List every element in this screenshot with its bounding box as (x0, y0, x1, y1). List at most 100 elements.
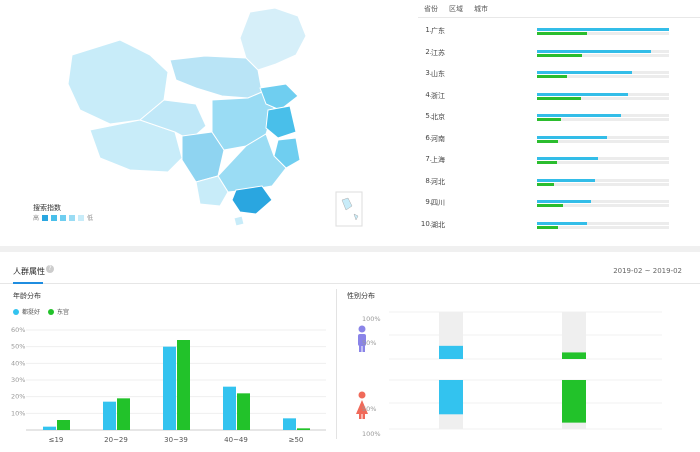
tab-city[interactable]: 城市 (474, 5, 488, 13)
rank-bar-series-1 (537, 135, 607, 139)
legend-swatch-2 (51, 214, 58, 221)
ranking-row[interactable]: 3. 山东 (418, 67, 700, 81)
rank-bar-track (537, 96, 669, 100)
rank-province-name: 河南 (431, 134, 445, 143)
map-region-jiangsu[interactable] (265, 105, 297, 139)
male-person-icon (358, 334, 366, 346)
rank-bar-series-1 (537, 92, 629, 96)
section-gap (0, 246, 700, 252)
rank-bar (537, 178, 669, 187)
age-legend-item-2[interactable]: 东宫 (48, 307, 69, 316)
ranking-row[interactable]: 2. 江苏 (418, 46, 700, 60)
rank-bar (537, 71, 669, 79)
ranking-row[interactable]: 6. 河南 (418, 132, 700, 146)
rank-province-name: 上海 (431, 156, 445, 164)
ranking-row[interactable]: 5. 北京 (418, 110, 700, 124)
female-person-icon-leg (362, 413, 365, 419)
ranking-row[interactable]: 8. 河北 (418, 175, 700, 189)
age-legend-item-1[interactable]: 都挺好 (13, 307, 40, 316)
map-region-yunnan[interactable] (195, 175, 229, 207)
rank-province-name: 河北 (431, 177, 445, 186)
tab-region[interactable]: 区域 (449, 5, 463, 13)
rank-number: 7. (425, 155, 432, 163)
y-tick-label: 40% (11, 359, 25, 367)
ranking-divider (418, 17, 700, 18)
rank-bar-track (537, 75, 669, 78)
rank-number: 2. (425, 47, 432, 56)
rank-province-name: 北京 (431, 113, 445, 121)
x-tick-label: ≥50 (289, 436, 304, 444)
x-tick-label: 40~49 (224, 436, 248, 444)
map-region-guangdong[interactable] (231, 185, 273, 215)
age-legend-label-1: 都挺好 (22, 309, 41, 316)
help-icon[interactable]: ? (46, 265, 54, 273)
female-person-icon-leg (359, 413, 362, 419)
rank-bar-track (537, 182, 669, 186)
province-ranking: 省份 区域 城市 1. 广东 2. 江苏 3. 山东 4. 浙江 5. 北京 6. 河南 7. 上海 8. 河… (418, 0, 700, 246)
age-legend: 都挺好 东宫 (13, 307, 69, 316)
rank-bar (537, 49, 669, 58)
legend-low-label: 低 (87, 215, 94, 222)
rank-province-name: 湖北 (431, 220, 445, 229)
rank-bar-series-2 (537, 75, 568, 78)
age-chart-title: 年龄分布 (13, 292, 41, 300)
ranking-row[interactable]: 4. 浙江 (418, 89, 700, 103)
map-region-hainan[interactable] (233, 215, 245, 227)
rank-number: 8. (425, 176, 432, 185)
rank-bar-track (537, 200, 669, 203)
y-tick-label: 30% (11, 376, 25, 384)
rank-bar-series-1 (537, 49, 651, 53)
map-region-north[interactable] (169, 55, 263, 99)
map-region-northeast[interactable] (239, 7, 307, 71)
map-region-qinghai[interactable] (138, 99, 207, 141)
region-panel: 搜索指数 高 低 省份 区域 城市 1. 广东 2. 江苏 3. 山东 4. 浙江 5. 北京 6.… (0, 0, 700, 246)
map-region-shandong[interactable] (259, 83, 299, 111)
age-legend-label-2: 东宫 (57, 309, 70, 316)
rank-bar-series-1 (537, 221, 588, 225)
tab-province[interactable]: 省份 (424, 5, 438, 13)
rank-bar-track (537, 204, 669, 207)
gender-axis-label: 100% (362, 315, 381, 323)
gender-chart-title: 性别分布 (347, 292, 375, 300)
age-bar-chart: 10% 20% 30% 40% 50% 60% ≤19 20~29 30~39 40~49 ≥50 (11, 326, 326, 444)
rank-bar-track (537, 178, 669, 182)
vertical-divider (336, 289, 337, 439)
rank-bar (537, 28, 669, 36)
bar-series-1 (43, 426, 56, 430)
rank-bar-series-2 (537, 204, 564, 207)
rank-number: 5. (425, 112, 432, 120)
ranking-row[interactable]: 1. 广东 (418, 24, 700, 38)
rank-bar-series-1 (537, 157, 598, 160)
ranking-row[interactable]: 10. 湖北 (418, 218, 700, 232)
x-tick-label: 20~29 (104, 436, 128, 444)
legend-swatch-5 (78, 214, 85, 221)
bar-series-1 (163, 346, 176, 430)
rank-bar-series-2 (537, 225, 559, 229)
legend-dot-1 (13, 308, 19, 315)
rank-province-name: 四川 (431, 199, 445, 207)
ranking-row[interactable]: 9. 四川 (418, 196, 700, 210)
bar-series-2 (117, 398, 130, 430)
gender-axis-label: 50% (362, 339, 376, 347)
rank-bar-track (537, 118, 669, 121)
map-legend: 高 低 (33, 213, 93, 222)
legend-dot-2 (48, 308, 55, 315)
legend-high-label: 高 (33, 215, 40, 222)
gender-chart: 100% 50% 50% 100% (356, 311, 662, 438)
rank-bar (537, 135, 669, 144)
rank-province-name: 广东 (431, 27, 445, 35)
date-range[interactable]: 2019-02 ~ 2019-02 (613, 267, 682, 275)
rank-province-name: 山东 (431, 70, 445, 78)
map-region-south[interactable] (217, 133, 287, 193)
x-tick-label: ≤19 (49, 436, 64, 444)
audience-panel: 人群属性 ? 2019-02 ~ 2019-02 年龄分布 都挺好 东宫 10%… (0, 252, 700, 452)
section-tab-underline (13, 282, 43, 284)
rank-bar-series-2 (537, 32, 588, 35)
china-map[interactable] (0, 0, 418, 246)
ranking-row[interactable]: 7. 上海 (418, 153, 700, 167)
rank-bar-track (537, 161, 669, 164)
rank-number: 3. (425, 69, 432, 77)
map-region-zhejiang[interactable] (273, 137, 301, 169)
bar-series-2 (237, 393, 250, 430)
bar-series-1 (103, 401, 116, 430)
